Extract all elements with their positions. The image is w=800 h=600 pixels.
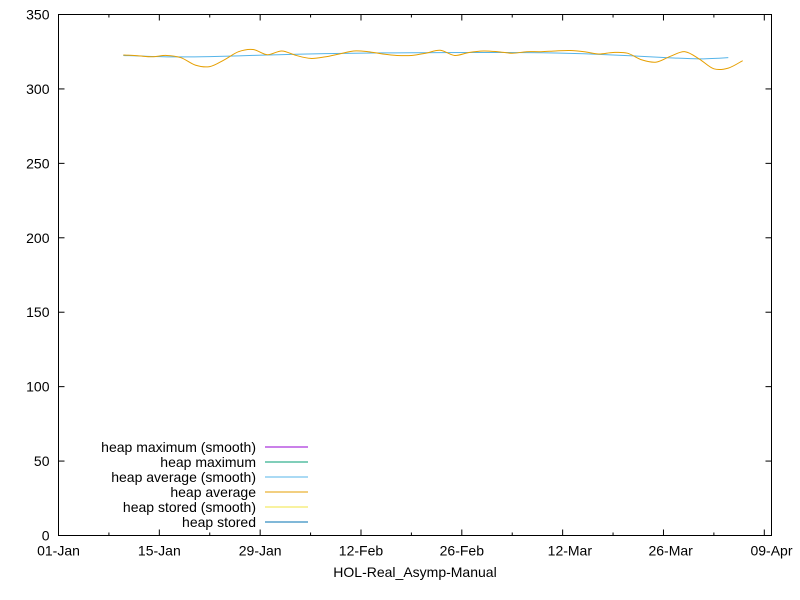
x-tick-label: 26-Mar [648,543,693,559]
x-axis: 01-Jan 15-Jan 29-Jan 12-Feb 26-Feb 12-Mar 26-M… [37,14,793,559]
legend-label: heap maximum (smooth) [101,439,256,455]
legend-label: heap stored [182,514,256,530]
plot-frame [58,14,772,536]
x-tick-label: 29-Jan [239,543,282,559]
x-tick-label: 12-Mar [548,543,593,559]
y-tick-label: 50 [34,453,50,469]
x-axis-label: HOL-Real_Asymp-Manual [333,564,496,580]
series-layer [123,48,743,71]
legend-label: heap stored (smooth) [123,499,256,515]
y-tick-label: 0 [42,528,50,544]
series-line-heap-average [123,48,743,71]
series-line-heap-average-smooth [123,51,729,60]
y-tick-label: 100 [26,379,50,395]
y-tick-label: 250 [26,155,50,171]
x-tick-label: 12-Feb [339,543,384,559]
y-tick-label: 350 [26,7,50,23]
x-tick-label: 15-Jan [138,543,181,559]
y-tick-label: 150 [26,304,50,320]
x-tick-label: 01-Jan [37,543,80,559]
legend-label: heap average (smooth) [111,469,256,485]
y-tick-label: 200 [26,230,50,246]
y-axis: 0 50 100 150 200 250 300 350 [26,7,772,544]
legend-label: heap average [170,484,256,500]
legend-label: heap maximum [160,454,256,470]
x-tick-label: 09-Apr [750,543,792,559]
y-tick-label: 300 [26,81,50,97]
x-tick-label: 26-Feb [440,543,485,559]
